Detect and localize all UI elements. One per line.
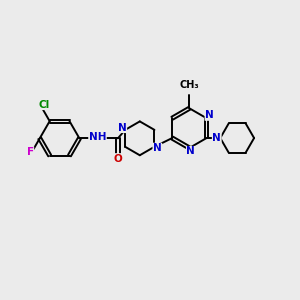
Text: N: N [118, 122, 127, 133]
Text: Cl: Cl [38, 100, 49, 110]
Text: NH: NH [89, 132, 106, 142]
Text: N: N [187, 146, 195, 157]
Text: CH₃: CH₃ [180, 80, 199, 90]
Text: O: O [113, 154, 122, 164]
Text: N: N [205, 110, 214, 120]
Text: F: F [27, 147, 34, 157]
Text: N: N [153, 143, 162, 153]
Text: N: N [212, 133, 221, 143]
